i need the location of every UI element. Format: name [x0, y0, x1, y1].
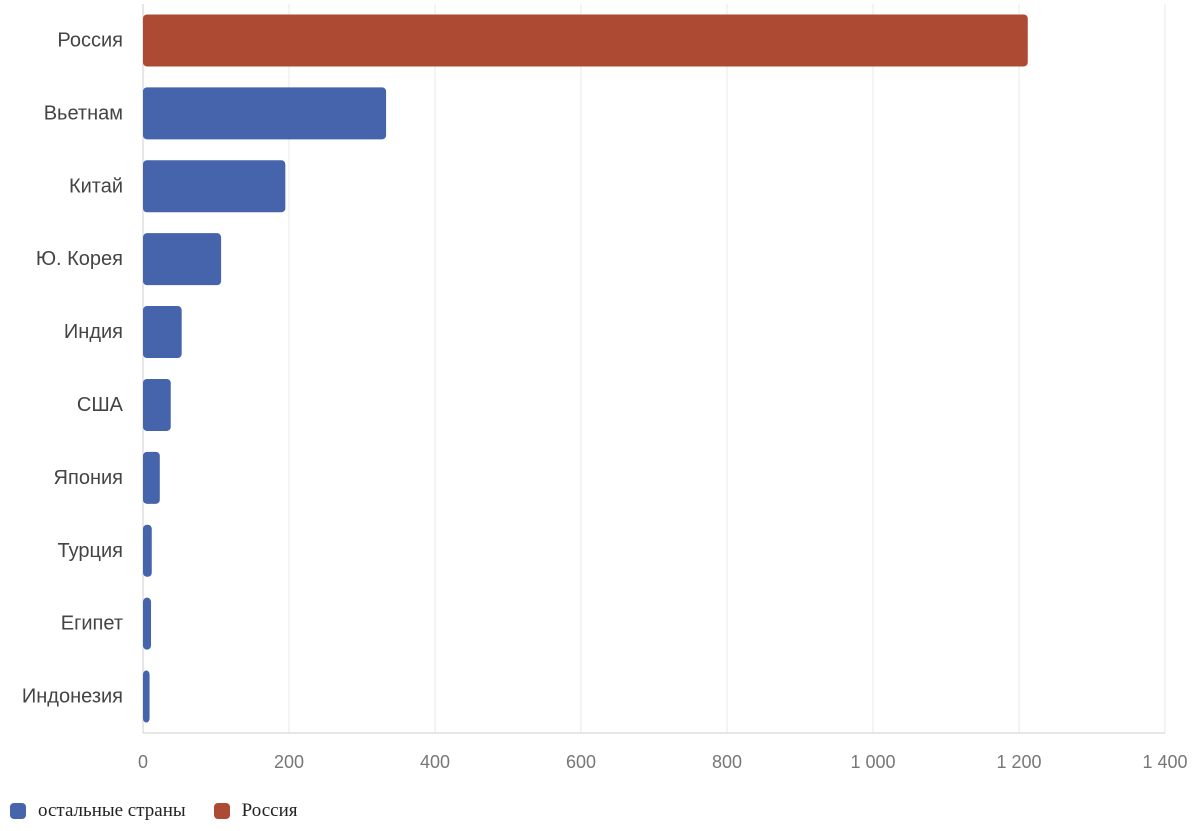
x-tick-label: 1 200	[996, 752, 1041, 772]
legend-label-other: остальные страны	[38, 800, 186, 821]
x-tick-label: 400	[420, 752, 450, 772]
category-label: Япония	[54, 467, 123, 489]
x-tick-label: 1 000	[850, 752, 895, 772]
category-label: США	[77, 394, 124, 416]
category-label: Индонезия	[22, 686, 123, 708]
category-label: Турция	[58, 540, 123, 562]
bar-6[interactable]	[143, 451, 160, 504]
legend: остальные страны Россия	[10, 800, 325, 822]
x-tick-label: 0	[138, 752, 148, 772]
legend-label-russia: Россия	[241, 800, 298, 821]
category-label: Вьетнам	[44, 102, 123, 124]
category-labels: Россия Вьетнам Китай Ю. Корея Индия США Япония…	[22, 29, 124, 707]
bar-4[interactable]	[143, 306, 182, 359]
category-label: Индия	[64, 321, 123, 343]
bar-8[interactable]	[143, 597, 152, 650]
bar-1[interactable]	[143, 87, 387, 140]
x-tick-label: 800	[712, 752, 742, 772]
category-label: Ю. Корея	[36, 248, 123, 270]
bars	[143, 14, 1028, 723]
bar-5[interactable]	[143, 378, 171, 431]
x-tick-labels: 0 200 400 600 800 1 000 1 200 1 400	[138, 752, 1188, 772]
x-tick-label: 1 400	[1142, 752, 1187, 772]
legend-swatch-other	[10, 803, 26, 819]
legend-swatch-russia	[213, 803, 230, 819]
x-tick-label: 200	[274, 752, 304, 772]
legend-item-russia[interactable]: Россия	[213, 800, 298, 822]
category-label: Россия	[57, 29, 123, 51]
bar-9[interactable]	[143, 670, 150, 723]
bar-2[interactable]	[143, 160, 286, 213]
x-tick-label: 600	[566, 752, 596, 772]
bar-7[interactable]	[143, 524, 152, 577]
bar-0[interactable]	[143, 14, 1028, 67]
legend-item-other[interactable]: остальные страны	[10, 800, 186, 822]
bar-chart: Россия Вьетнам Китай Ю. Корея Индия США Япония…	[22, 4, 1188, 772]
category-label: Китай	[69, 175, 123, 197]
bar-3[interactable]	[143, 233, 222, 286]
category-label: Египет	[61, 613, 123, 635]
